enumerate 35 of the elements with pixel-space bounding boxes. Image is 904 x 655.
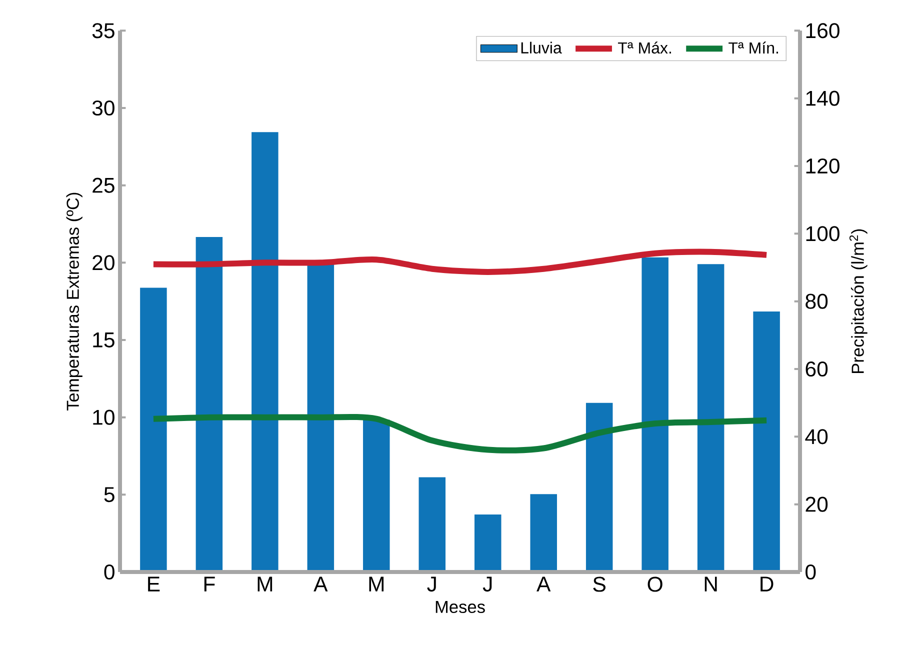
y2-tick-label: 20 (806, 496, 828, 512)
y2-tick-label: 60 (806, 362, 828, 377)
x-tick-label: E (148, 576, 160, 592)
x-tick-label: S (593, 576, 606, 592)
x-tick-label: O (648, 576, 662, 592)
y-tick-label: 0 (104, 564, 114, 580)
x-tick-label: M (369, 576, 384, 592)
y-axis-title: Temperaturas Extremas (ºC) (66, 193, 82, 411)
x-axis-title: Meses (436, 601, 485, 614)
y-tick-label: 25 (92, 178, 114, 194)
y2-tick-label: 160 (806, 23, 840, 38)
y-tick-label: 20 (92, 255, 114, 270)
y-tick-label: 5 (104, 487, 114, 502)
y2-tick-label: 140 (806, 90, 840, 106)
x-tick-label: A (314, 576, 328, 592)
y2-tick-label: 0 (806, 564, 816, 580)
y2-tick-label: 80 (806, 294, 828, 310)
legend-label: Tª Máx. (618, 42, 671, 54)
y-tick-label: 10 (93, 410, 114, 426)
x-tick-label: J (482, 576, 492, 592)
y-tick-label: 30 (92, 100, 114, 116)
y2-axis-title: Precipitación (l/m$^{2}$) (849, 230, 868, 374)
legend-label: Lluvia (521, 42, 562, 54)
y-tick-label: 35 (92, 23, 114, 38)
x-tick-label: A (536, 576, 551, 592)
y2-tick-label: 120 (806, 158, 840, 174)
y2-tick-label: 40 (805, 429, 828, 444)
x-tick-label: D (760, 576, 774, 592)
y2-tick-label: 100 (806, 226, 840, 242)
legend-label: Tª Mín. (728, 42, 778, 54)
x-tick-label: M (258, 576, 272, 592)
x-tick-label: N (704, 576, 717, 592)
x-tick-label: J (427, 576, 436, 592)
y-tick-label: 15 (93, 332, 114, 348)
x-tick-label: F (204, 576, 215, 592)
